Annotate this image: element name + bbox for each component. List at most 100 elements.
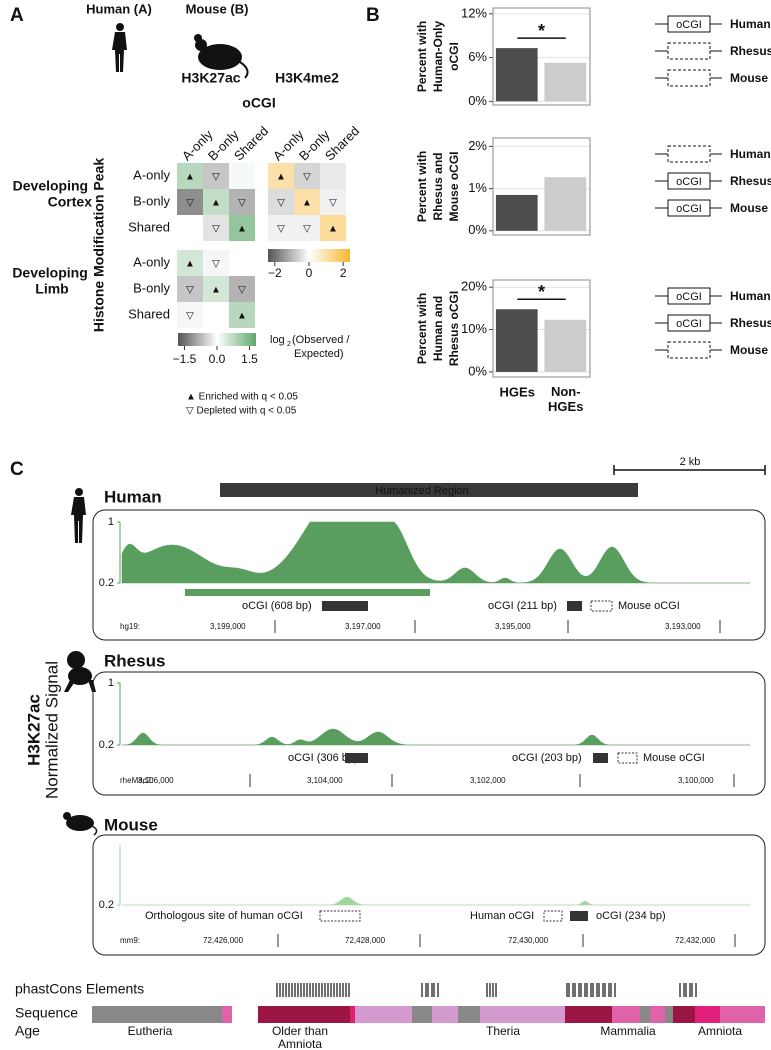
row-label: B-only: [133, 193, 170, 208]
heatmap-cell: [320, 189, 346, 215]
heatmap-cell: [203, 215, 229, 241]
colorbar-tick-label: −1.5: [173, 352, 197, 366]
diagram-box-label: oCGI: [676, 318, 702, 330]
age-label: Older than: [272, 1024, 328, 1038]
coordinate-label: 3,102,000: [470, 776, 506, 785]
track-annotation: oCGI (608 bp): [242, 600, 312, 612]
bar: [544, 319, 587, 372]
coordinate-label: 72,428,000: [345, 936, 386, 945]
track-annotation: Mouse oCGI: [618, 600, 680, 612]
heatmap-cell: [177, 276, 203, 302]
ocgi-bar: [185, 589, 430, 596]
diagram-box: [667, 42, 711, 60]
y-axis-title: Rhesus oCGI: [447, 291, 461, 366]
x-tick-label: Non-HGEs: [548, 384, 583, 414]
track-annotation: Human oCGI: [470, 910, 534, 922]
panel-label: C: [10, 459, 24, 480]
ocgi-block: [345, 753, 368, 763]
bar: [495, 309, 538, 372]
sequence-age-label: Age: [15, 1023, 40, 1039]
plot-frame: [492, 7, 591, 106]
heatmap-cell: [203, 276, 229, 302]
heatmap-cell: [177, 215, 203, 241]
ocgi-label: oCGI: [242, 95, 275, 111]
colorbar-tick-label: 1.5: [241, 352, 258, 366]
sequence-age-label: Sequence: [15, 1005, 78, 1021]
human-icon-small: [71, 488, 86, 543]
x-tick-label: HGEs: [500, 384, 535, 399]
significance-symbol: ▽: [186, 285, 194, 296]
y-tick-label: 1%: [468, 180, 487, 195]
track-annotation: oCGI (234 bp): [596, 910, 666, 922]
heatmap-cell: [177, 163, 203, 189]
significance-symbol: ▽: [212, 172, 220, 183]
coordinate-label: 3,199,000: [210, 622, 246, 631]
sequence-age-segment: [612, 1006, 640, 1023]
heatmap-cell: [229, 215, 255, 241]
track-box: [92, 834, 766, 956]
signal-track: [121, 521, 750, 584]
track-box: [92, 671, 766, 796]
species-label: Mouse (B): [186, 1, 249, 16]
ocgi-block: [322, 601, 368, 611]
y-title: H3K27ac: [24, 694, 43, 766]
bar: [495, 194, 538, 231]
assembly-label: hg19:: [120, 622, 140, 631]
heatmap-cell: [177, 302, 203, 328]
heatmap-cell: [294, 215, 320, 241]
heatmap-cell: [203, 189, 229, 215]
row-label: B-only: [133, 280, 170, 295]
significance-symbol: ▽: [303, 172, 311, 183]
ocgi-block: [570, 911, 588, 921]
colorbar-title: (Observed /: [292, 334, 350, 346]
y-title: Histone Modification Peak: [91, 158, 107, 332]
sequence-age-segment: [673, 1006, 695, 1023]
ocgi-block: [567, 601, 582, 611]
diagram-box-label: oCGI: [676, 19, 702, 31]
significance-symbol: ▽: [329, 198, 337, 209]
heatmap-cell: [320, 215, 346, 241]
diagram-box: [667, 172, 711, 190]
tissue-label: Developing Cortex: [13, 177, 93, 209]
row-label: Shared: [128, 306, 170, 321]
sequence-age-segment: [720, 1006, 765, 1023]
diagram-box: [667, 314, 711, 332]
significance-symbol: ▲: [185, 172, 195, 183]
colorbar-tick-label: 0.0: [209, 352, 226, 366]
significance-symbol: ▽: [303, 224, 311, 235]
significance-symbol: ▲: [237, 224, 247, 235]
plot-frame: [492, 279, 591, 378]
diagram-species: Rhesus: [730, 174, 771, 188]
plot-frame: [492, 137, 591, 236]
sequence-age-segment: [480, 1006, 565, 1023]
diagram-box: [667, 69, 711, 87]
colorbar: [268, 249, 350, 262]
diagram-species: Human: [730, 289, 771, 303]
sequence-age-segment: [92, 1006, 222, 1023]
sequence-age-segment: [640, 1006, 650, 1023]
y-axis-title: oCGI: [447, 42, 461, 71]
significance-symbol: ▽: [212, 259, 220, 270]
age-label: Amniota: [698, 1024, 742, 1038]
colorbar-title: Expected): [294, 348, 344, 360]
age-label: Mammalia: [600, 1024, 656, 1038]
diagram-box: [667, 287, 711, 305]
diagram-box-label: oCGI: [676, 203, 702, 215]
diagram-species: Rhesus: [730, 44, 771, 58]
significance-symbol: ▽: [277, 224, 285, 235]
diagram-species: Human: [730, 17, 771, 31]
phastcons-label: phastCons Elements: [15, 981, 144, 997]
ocgi-block-dashed: [617, 752, 638, 764]
track-annotation: oCGI (211 bp): [488, 600, 557, 612]
humanized-region-label: Humanized Region: [375, 485, 469, 497]
track-annotation: oCGI (203 bp): [512, 752, 582, 764]
sequence-age-segment: [355, 1006, 412, 1023]
note: ▽ Depleted with q < 0.05: [186, 406, 297, 417]
track-annotation: oCGI (306 bp): [288, 752, 358, 764]
significance-symbol: ▲: [185, 259, 195, 270]
track-annotation: Mouse oCGI: [643, 752, 705, 764]
y-axis-title: Percent with: [415, 21, 429, 92]
significance-symbol: ▽: [186, 311, 194, 322]
coordinate-label: 72,430,000: [508, 936, 549, 945]
track-tick-label: 0.2: [99, 899, 114, 911]
